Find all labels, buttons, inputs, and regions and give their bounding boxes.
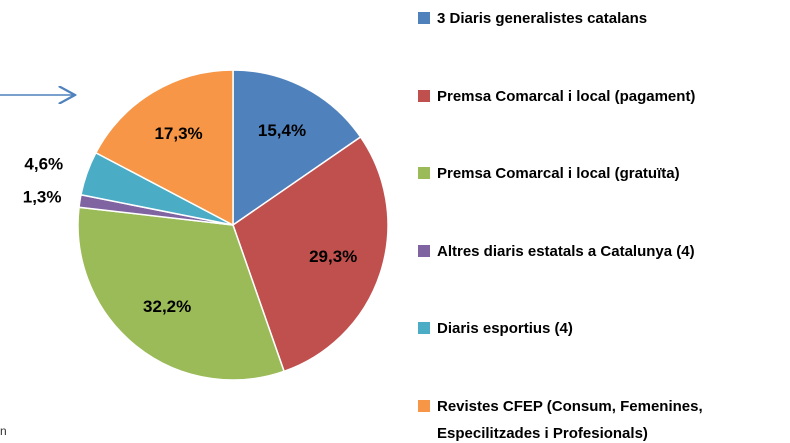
legend-label: Premsa Comarcal i local (gratuïta)	[437, 165, 680, 182]
note: n	[0, 424, 7, 438]
legend-swatch	[418, 322, 430, 334]
data-label: 29,3%	[309, 247, 357, 266]
data-label: 17,3%	[154, 124, 202, 143]
pie-slice	[232, 69, 362, 227]
data-label: 32,2%	[143, 297, 191, 316]
legend-label: 3 Diaris generalistes catalans	[437, 10, 648, 27]
legend-item: Altres diaris estatals a Catalunya (4)	[418, 238, 767, 265]
legend-swatch	[418, 12, 430, 24]
legend-label: Diaris esportius (4)	[437, 320, 573, 337]
legend-item: Premsa Comarcal i local (gratuïta)	[418, 160, 767, 187]
legend-swatch	[418, 244, 430, 257]
legend-swatch	[418, 167, 430, 179]
legend-label: Altres diaris estatals a Catalunya (4)	[437, 242, 695, 260]
legend-item: Revistes CFEP (Consum, Femenines, Especi…	[418, 393, 767, 443]
legend-swatch	[418, 89, 430, 102]
data-label: 1,3%	[23, 188, 62, 207]
legend-swatch	[418, 399, 430, 412]
pie-slice	[232, 135, 389, 373]
legend-item: 3 Diaris generalistes catalans	[418, 5, 767, 32]
legend-label: Premsa Comarcal i local (pagament)	[437, 87, 696, 105]
data-label: 15,4%	[258, 121, 306, 140]
legend-item: Diaris esportius (4)	[418, 315, 767, 342]
legend-item: Premsa Comarcal i local (pagament)	[418, 83, 767, 110]
pie-slice	[77, 206, 286, 381]
pie-slice	[94, 69, 234, 227]
data-label: 4,6%	[24, 154, 63, 173]
legend-label: Revistes CFEP (Consum, Femenines, Especi…	[437, 397, 703, 442]
